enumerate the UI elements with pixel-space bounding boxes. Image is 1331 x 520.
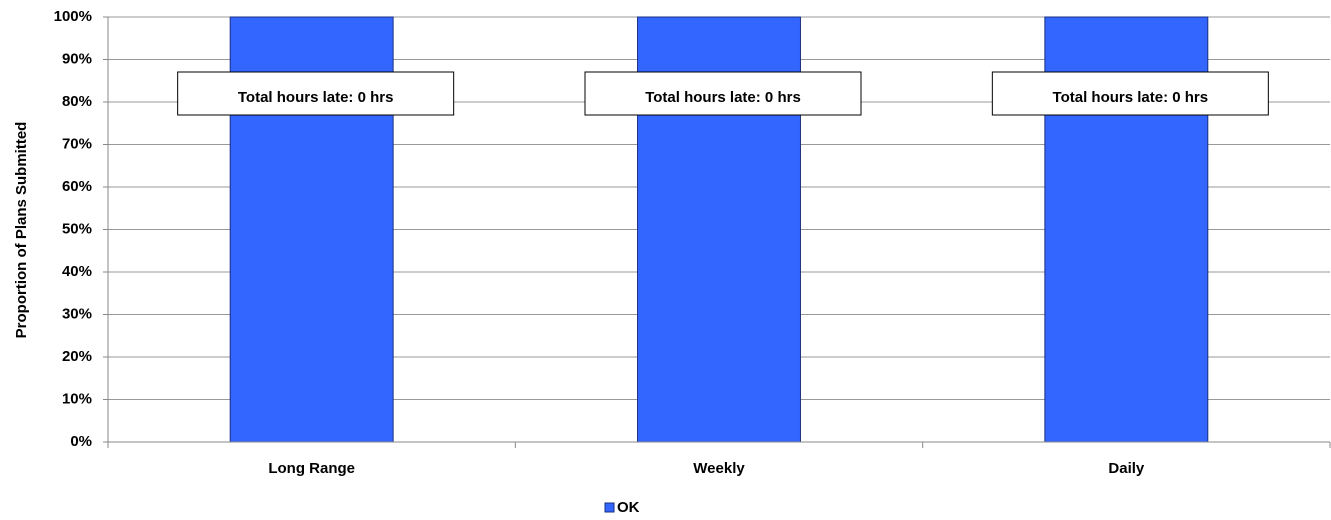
x-tick-label: Weekly [693, 460, 745, 477]
legend-label: OK [617, 499, 640, 516]
annotation-box [584, 71, 862, 116]
x-tick-label: Daily [1108, 460, 1145, 477]
y-tick-label: 40% [62, 263, 92, 280]
y-tick-label: 20% [62, 348, 92, 365]
y-tick-label: 30% [62, 305, 92, 322]
annotation-box [177, 71, 455, 116]
y-tick-label: 90% [62, 50, 92, 67]
annotation: Total hours late: 0 hrs [1053, 89, 1209, 106]
y-tick-label: 50% [62, 220, 92, 237]
annotation: Total hours late: 0 hrs [645, 89, 801, 106]
y-tick-label: 80% [62, 93, 92, 110]
y-axis-title: Proportion of Plans Submitted [13, 122, 30, 339]
y-tick-label: 100% [54, 8, 92, 25]
y-tick-label: 60% [62, 178, 92, 195]
legend-swatch [604, 502, 615, 513]
annotation-box [991, 71, 1269, 116]
y-tick-label: 70% [62, 135, 92, 152]
y-tick-label: 10% [62, 390, 92, 407]
x-tick-label: Long Range [268, 460, 355, 477]
y-tick-label: 0% [70, 433, 92, 450]
annotation: Total hours late: 0 hrs [238, 89, 394, 106]
